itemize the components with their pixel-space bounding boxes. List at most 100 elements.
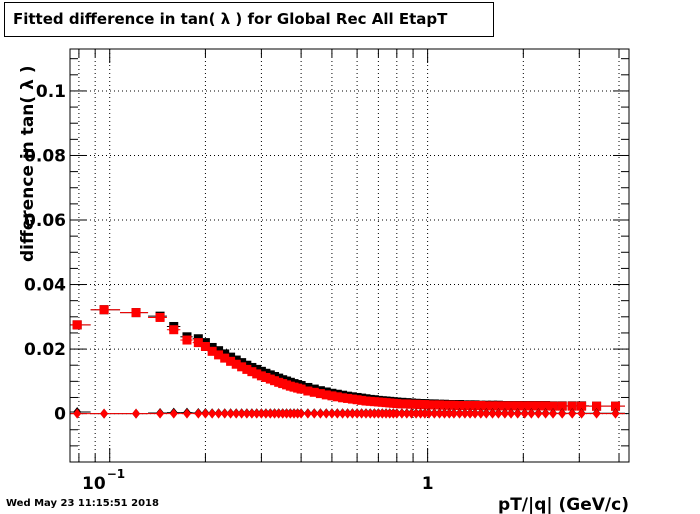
red-diamond-marker (237, 408, 246, 419)
red-diamond-marker (247, 408, 256, 419)
red-square-marker (470, 401, 480, 411)
red-diamond-marker (266, 408, 275, 419)
red-square-marker (315, 389, 325, 399)
red-square-marker (397, 399, 407, 409)
red-diamond-marker (541, 408, 550, 419)
red-diamond-marker (274, 408, 283, 419)
red-square-marker (493, 401, 503, 411)
red-square-marker (444, 400, 454, 410)
red-square-marker (526, 401, 536, 411)
red-diamond-marker (397, 408, 406, 419)
red-square-marker (481, 401, 491, 411)
red-square-marker (513, 401, 523, 411)
red-diamond-marker (201, 408, 210, 419)
y-tick-label: 0.02 (24, 340, 66, 360)
red-square-marker (392, 399, 402, 409)
red-square-marker (327, 391, 337, 401)
red-square-marker (131, 308, 141, 318)
red-diamond-marker (353, 408, 362, 419)
red-diamond-marker (416, 408, 425, 419)
black-square-marker (252, 364, 262, 374)
y-axis-label: difference in tan( λ ) (18, 65, 38, 262)
red-diamond-marker (208, 408, 217, 419)
red-diamond-marker (488, 408, 497, 419)
red-diamond-marker (252, 408, 261, 419)
axis-ticks (70, 49, 629, 462)
red-square-marker (247, 367, 257, 377)
red-square-marker (429, 400, 439, 410)
red-square-marker (592, 401, 602, 411)
red-square-marker (303, 386, 313, 396)
red-diamond-marker (482, 408, 491, 419)
y-tick-label: 0.06 (24, 211, 66, 231)
red-square-marker (611, 401, 621, 411)
red-diamond-marker (558, 408, 567, 419)
x-tick-label-exponent: −1 (107, 467, 125, 481)
red-square-marker (449, 400, 459, 410)
red-square-marker (455, 401, 465, 411)
red-square-marker (520, 401, 530, 411)
red-diamond-marker (297, 408, 306, 419)
red-square-marker (200, 341, 210, 351)
y-tick-label: 0.08 (24, 146, 66, 166)
y-tick-label: 0.04 (24, 276, 66, 296)
plot-frame (69, 48, 630, 463)
x-tick-label: 10 (82, 474, 106, 494)
red-square-marker (296, 384, 306, 394)
red-diamond-marker (527, 408, 536, 419)
red-diamond-marker (370, 408, 379, 419)
red-diamond-marker (366, 408, 375, 419)
red-square-marker (226, 356, 236, 366)
red-diamond-marker (132, 408, 141, 419)
red-square-marker (506, 401, 516, 411)
y-tick-label: 0.1 (36, 82, 66, 102)
red-diamond-marker (338, 408, 347, 419)
red-diamond-marker (169, 408, 178, 419)
x-tick-labels: 10 −1 1 (82, 467, 433, 494)
x-axis-label: pT/|q| (GeV/c) (498, 495, 629, 514)
red-diamond-marker (392, 408, 401, 419)
y-tick-label: 0 (54, 405, 66, 425)
red-square-marker (207, 346, 217, 356)
red-diamond-marker (420, 408, 429, 419)
red-diamond-marker (73, 408, 82, 419)
red-square-marker (424, 400, 434, 410)
red-diamond-marker (214, 408, 223, 419)
red-square-marker (321, 390, 331, 400)
red-square-marker (557, 401, 567, 411)
red-diamond-marker (322, 408, 331, 419)
red-square-marker (407, 399, 417, 409)
red-diamond-marker (182, 408, 191, 419)
red-square-marker (193, 338, 203, 348)
red-diamond-marker (412, 408, 421, 419)
red-diamond-marker (156, 408, 165, 419)
red-square-marker (99, 305, 109, 315)
red-square-marker (488, 401, 498, 411)
red-diamond-marker (424, 408, 433, 419)
red-diamond-marker (494, 408, 503, 419)
red-diamond-marker (568, 408, 577, 419)
red-square-marker (435, 400, 445, 410)
red-diamond-marker (455, 408, 464, 419)
red-diamond-marker (333, 408, 342, 419)
red-diamond-marker (257, 408, 266, 419)
red-diamond-marker (327, 408, 336, 419)
red-diamond-marker (435, 408, 444, 419)
red-square-marker (309, 387, 319, 397)
red-diamond-marker (343, 408, 352, 419)
red-diamond-marker (577, 408, 586, 419)
red-diamond-marker (513, 408, 522, 419)
red-square-marker (214, 350, 224, 360)
red-square-marker (182, 335, 192, 345)
red-square-marker (72, 320, 82, 330)
red-diamond-marker (357, 408, 366, 419)
red-square-marker (439, 400, 449, 410)
red-diamond-marker (226, 408, 235, 419)
red-square-marker (500, 401, 510, 411)
red-diamond-marker (476, 408, 485, 419)
red-square-marker (256, 371, 266, 381)
red-diamond-marker (611, 408, 620, 419)
red-diamond-marker (471, 408, 480, 419)
red-diamond-marker (549, 408, 558, 419)
